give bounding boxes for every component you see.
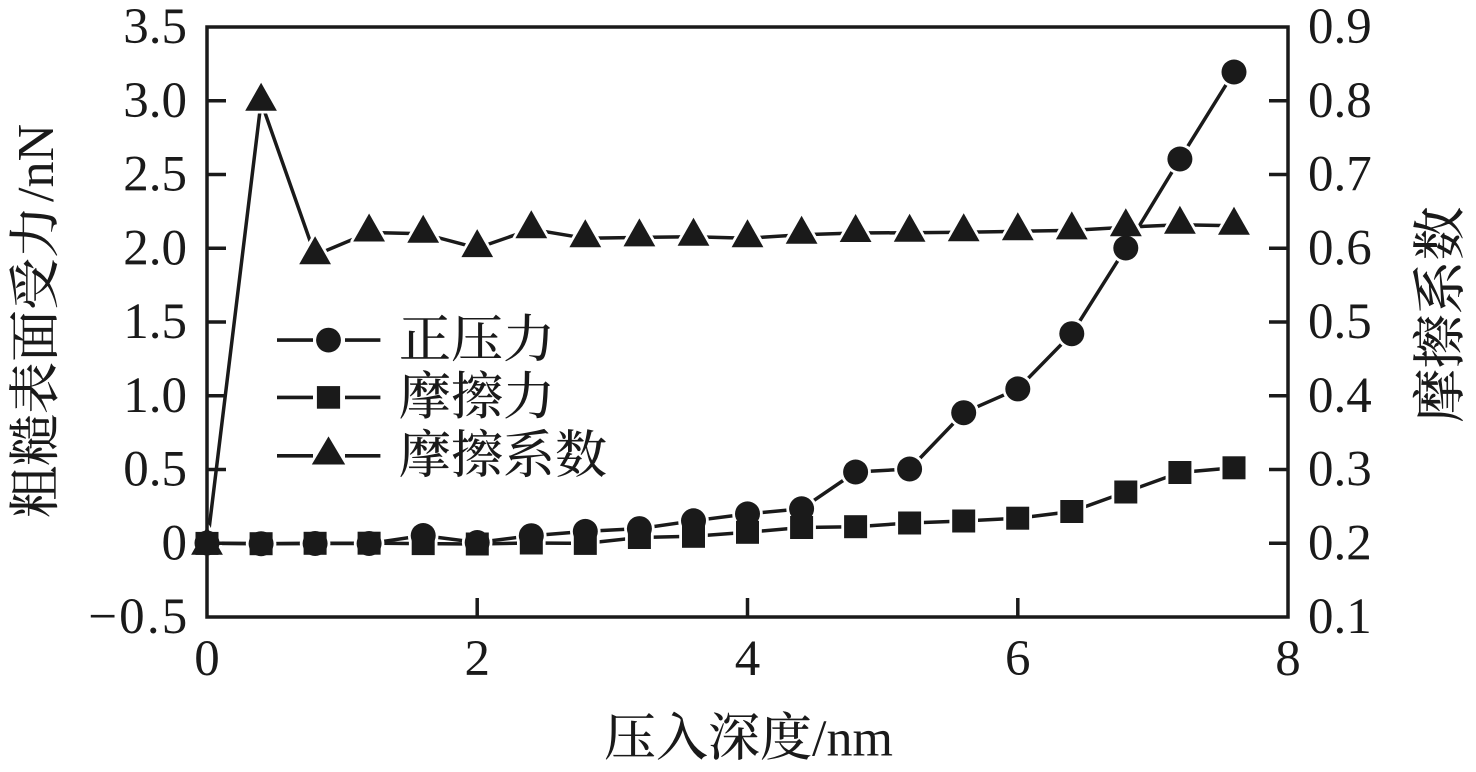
svg-text:0.4: 0.4 [1308,368,1372,424]
svg-text:1.5: 1.5 [123,294,187,350]
svg-text:6: 6 [1005,631,1031,687]
svg-text:0: 0 [194,631,220,687]
svg-text:0.8: 0.8 [1308,73,1372,129]
svg-text:−0.5: −0.5 [88,589,189,645]
svg-text:2.5: 2.5 [123,147,187,203]
svg-text:0.3: 0.3 [1308,442,1372,498]
svg-text:3.5: 3.5 [123,0,187,55]
svg-text:0: 0 [162,516,188,572]
svg-text:/nm: /nm [812,711,893,768]
svg-text:0.5: 0.5 [123,442,187,498]
svg-text:/nN: /nN [8,124,65,202]
svg-text:0.5: 0.5 [1308,294,1372,350]
svg-text:4: 4 [735,631,761,687]
svg-text:0.6: 0.6 [1308,221,1372,277]
svg-text:3.0: 3.0 [123,73,187,129]
svg-text:0.2: 0.2 [1308,515,1372,571]
svg-text:8: 8 [1275,631,1301,687]
svg-text:0.7: 0.7 [1308,147,1372,203]
svg-text:0.9: 0.9 [1308,0,1372,55]
svg-text:1.0: 1.0 [123,368,187,424]
svg-text:0.1: 0.1 [1308,589,1372,645]
svg-text:2.0: 2.0 [123,220,187,276]
svg-text:2: 2 [464,631,490,687]
